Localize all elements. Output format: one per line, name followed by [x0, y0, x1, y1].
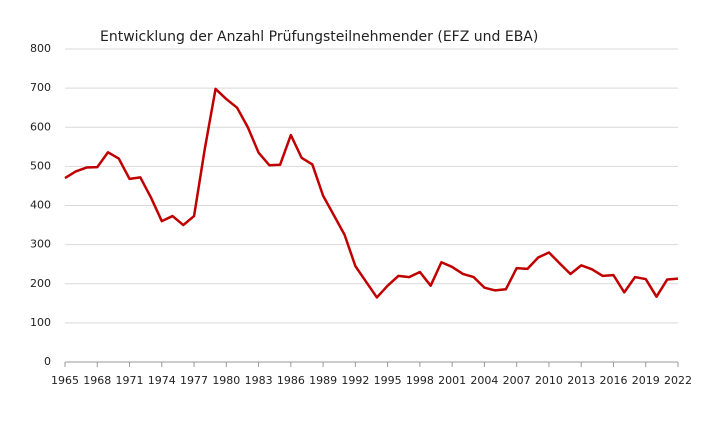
x-tick-label: 2013 — [567, 374, 595, 387]
x-tick-label: 1983 — [245, 374, 273, 387]
x-tick-label: 2016 — [599, 374, 627, 387]
x-tick-label: 1971 — [116, 374, 144, 387]
x-tick-label: 2007 — [503, 374, 531, 387]
x-tick-label: 1998 — [406, 374, 434, 387]
x-tick-label: 2010 — [535, 374, 563, 387]
x-tick-label: 2004 — [470, 374, 498, 387]
x-tick-label: 2022 — [664, 374, 692, 387]
y-tick-label: 200 — [30, 277, 51, 290]
x-tick-label: 1965 — [51, 374, 79, 387]
y-tick-label: 800 — [30, 42, 51, 55]
y-tick-label: 700 — [30, 81, 51, 94]
y-tick-label: 600 — [30, 120, 51, 133]
x-tick-label: 1977 — [180, 374, 208, 387]
x-tick-label: 2001 — [438, 374, 466, 387]
x-tick-label: 1989 — [309, 374, 337, 387]
x-tick-label: 1974 — [148, 374, 176, 387]
y-tick-label: 500 — [30, 159, 51, 172]
x-tick-label: 1968 — [83, 374, 111, 387]
y-tick-label: 300 — [30, 238, 51, 251]
y-tick-label: 0 — [44, 355, 51, 368]
x-tick-label: 1992 — [341, 374, 369, 387]
chart-title: Entwicklung der Anzahl Prüfungsteilnehme… — [100, 29, 538, 45]
y-tick-label: 100 — [30, 316, 51, 329]
x-tick-label: 1995 — [374, 374, 402, 387]
x-tick-label: 1986 — [277, 374, 305, 387]
line — [64, 87, 679, 299]
y-tick-label: 400 — [30, 199, 51, 212]
x-tick-label: 1980 — [212, 374, 240, 387]
x-tick-label: 2019 — [632, 374, 660, 387]
